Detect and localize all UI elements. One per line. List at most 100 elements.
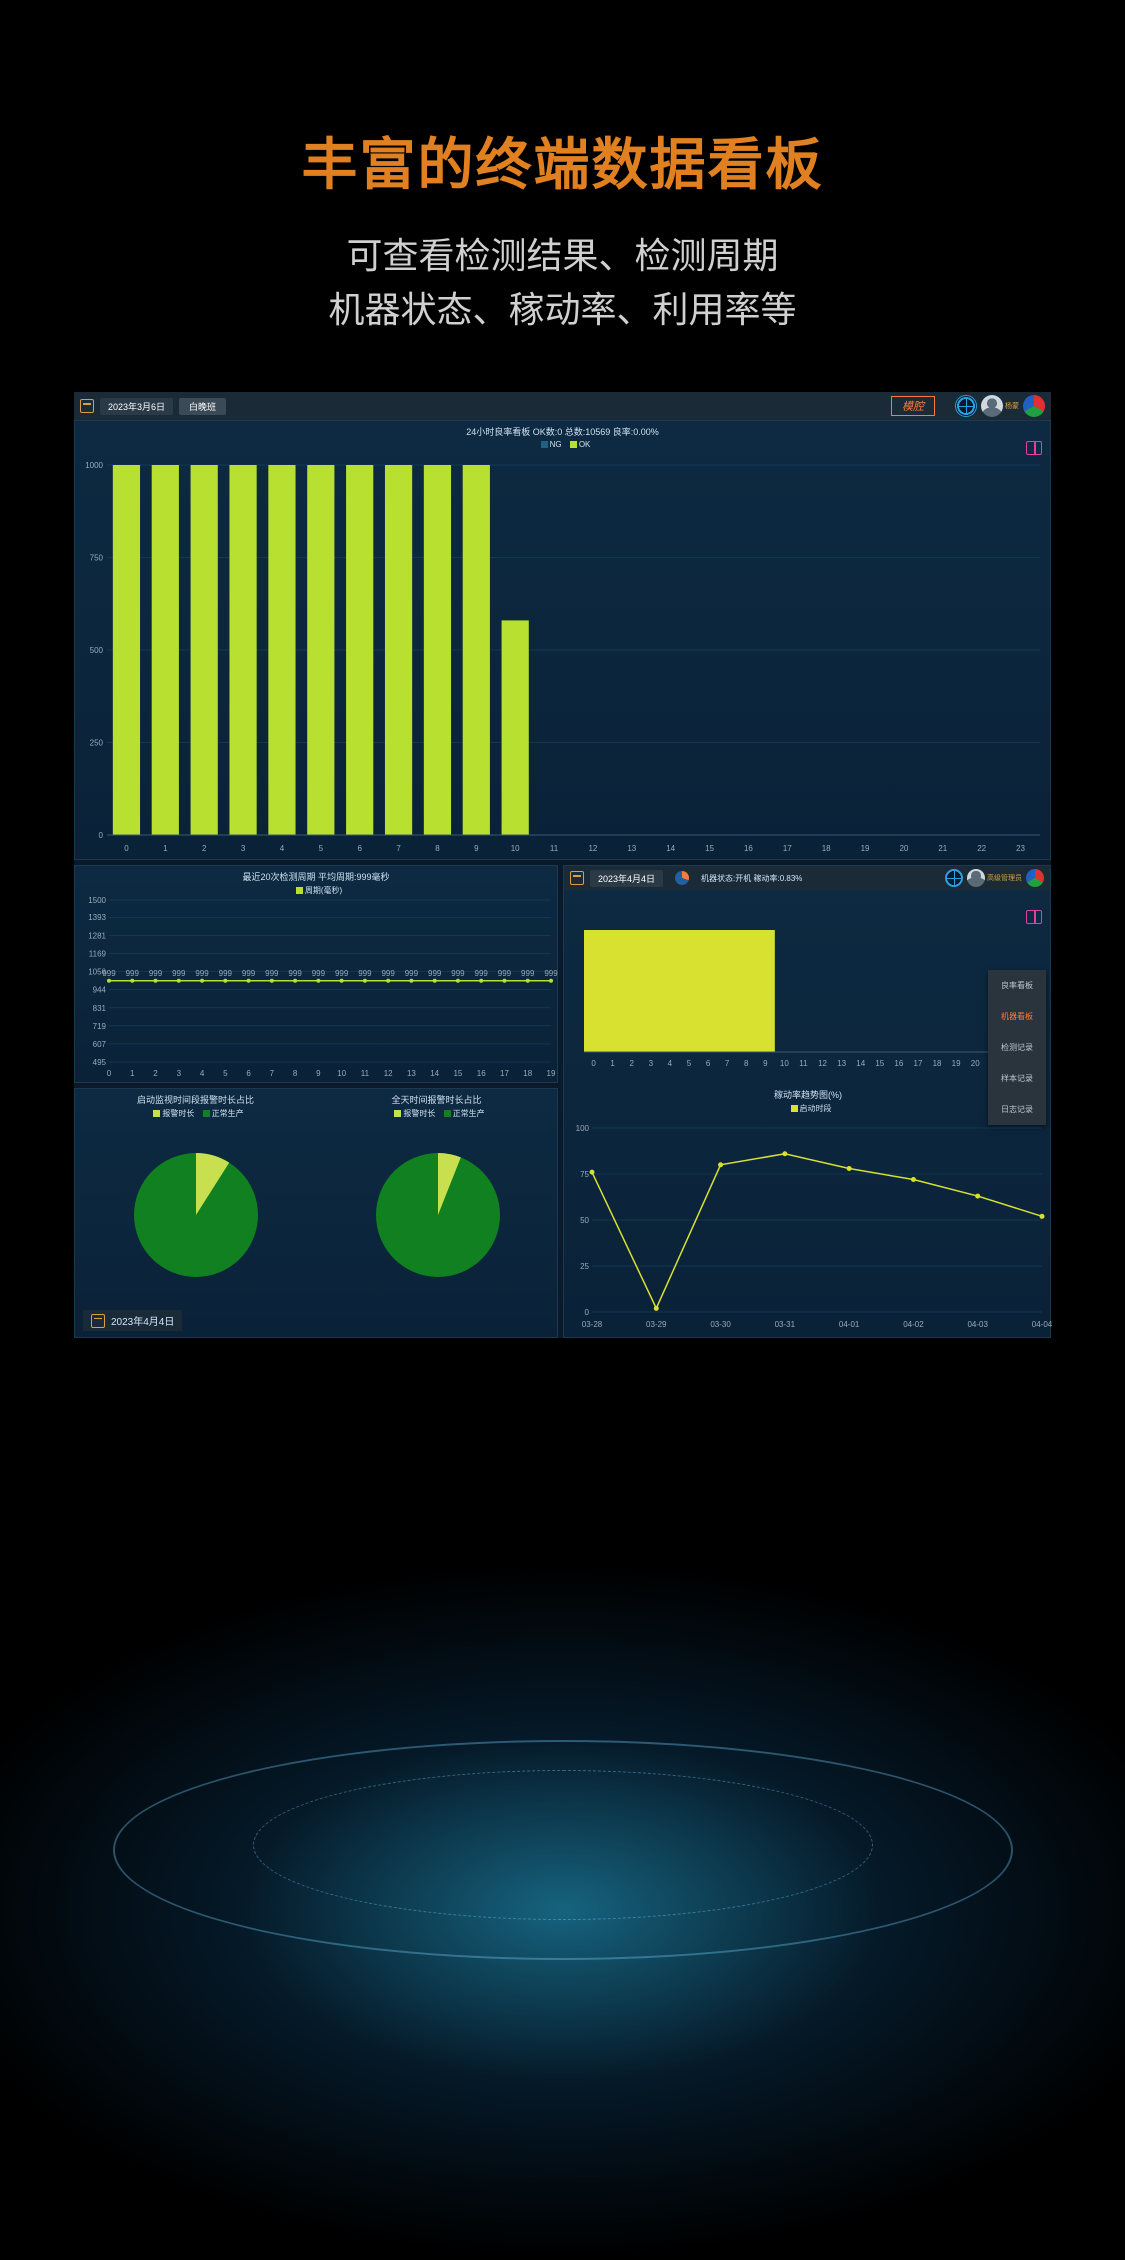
color-mode-icon[interactable] xyxy=(1023,395,1045,417)
svg-text:03-28: 03-28 xyxy=(582,1320,603,1329)
svg-text:3: 3 xyxy=(177,1069,182,1078)
svg-text:03-29: 03-29 xyxy=(646,1320,667,1329)
svg-text:1: 1 xyxy=(130,1069,135,1078)
svg-text:250: 250 xyxy=(90,739,104,748)
svg-text:12: 12 xyxy=(818,1059,827,1068)
svg-text:999: 999 xyxy=(172,969,186,978)
svg-text:3: 3 xyxy=(241,844,246,853)
svg-text:8: 8 xyxy=(435,844,440,853)
svg-text:999: 999 xyxy=(265,969,279,978)
svg-text:999: 999 xyxy=(219,969,233,978)
svg-text:999: 999 xyxy=(381,969,395,978)
footer-date[interactable]: 2023年4月4日 xyxy=(83,1310,182,1331)
svg-text:04-01: 04-01 xyxy=(839,1320,860,1329)
svg-text:999: 999 xyxy=(451,969,465,978)
svg-text:04-04: 04-04 xyxy=(1032,1320,1052,1329)
svg-text:17: 17 xyxy=(914,1059,923,1068)
area-chart-svg: 01234567891011121314151617181920212223 xyxy=(564,910,1052,1070)
hero-title: 丰富的终端数据看板 xyxy=(0,120,1125,201)
svg-text:9: 9 xyxy=(474,844,479,853)
footer-date-text: 2023年4月4日 xyxy=(111,1313,174,1328)
pie-right-title: 全天时间报警时长占比 xyxy=(316,1089,557,1108)
svg-text:19: 19 xyxy=(861,844,870,853)
globe-icon-2[interactable] xyxy=(945,869,963,887)
svg-text:4: 4 xyxy=(200,1069,205,1078)
bar-chart-svg: 0250500750100001234567891011121314151617… xyxy=(75,457,1052,857)
svg-text:13: 13 xyxy=(837,1059,846,1068)
machine-header: 2023年4月4日 机器状态:开机 稼动率:0.83% 高级管理员 xyxy=(564,866,1050,890)
svg-text:607: 607 xyxy=(93,1040,107,1049)
svg-text:1000: 1000 xyxy=(85,461,103,470)
svg-text:999: 999 xyxy=(544,969,558,978)
normal-swatch xyxy=(203,1110,210,1117)
pie-right-svg xyxy=(317,1125,559,1305)
svg-text:6: 6 xyxy=(706,1059,711,1068)
pie-left-svg xyxy=(75,1125,317,1305)
layout-widget-icon[interactable] xyxy=(1026,441,1042,455)
avatar-icon-2[interactable] xyxy=(967,869,985,887)
svg-text:1169: 1169 xyxy=(89,949,107,958)
trend-legend: 启动时段 xyxy=(564,1103,1052,1114)
side-menu-item[interactable]: 良率看板 xyxy=(988,970,1046,1001)
svg-text:18: 18 xyxy=(523,1069,532,1078)
cycle-line-legend: 周期(毫秒) xyxy=(75,885,557,896)
machine-date[interactable]: 2023年4月4日 xyxy=(590,870,663,887)
svg-text:25: 25 xyxy=(580,1262,589,1271)
calendar-icon[interactable] xyxy=(80,399,94,413)
normal-label2: 正常生产 xyxy=(453,1109,485,1118)
cycle-swatch xyxy=(296,887,303,894)
svg-text:999: 999 xyxy=(358,969,372,978)
svg-text:75: 75 xyxy=(580,1170,589,1179)
hero-subtitle: 可查看检测结果、检测周期 机器状态、稼动率、利用率等 xyxy=(0,229,1125,337)
svg-text:03-30: 03-30 xyxy=(710,1320,731,1329)
svg-text:999: 999 xyxy=(428,969,442,978)
shift-toggle[interactable]: 白晚班 xyxy=(179,398,226,415)
mode-tag[interactable]: 模腔 xyxy=(891,396,935,416)
svg-text:999: 999 xyxy=(312,969,326,978)
svg-text:495: 495 xyxy=(93,1058,107,1067)
svg-text:19: 19 xyxy=(952,1059,961,1068)
alarm-label2: 报警时长 xyxy=(403,1109,435,1118)
svg-text:8: 8 xyxy=(744,1059,749,1068)
svg-text:6: 6 xyxy=(246,1069,251,1078)
svg-text:17: 17 xyxy=(783,844,792,853)
svg-text:999: 999 xyxy=(102,969,116,978)
svg-text:100: 100 xyxy=(576,1124,590,1133)
svg-text:12: 12 xyxy=(588,844,597,853)
side-menu-item[interactable]: 机器看板 xyxy=(988,1001,1046,1032)
pie-left-title: 启动监视时间段报警时长占比 xyxy=(75,1089,316,1108)
svg-text:0: 0 xyxy=(124,844,129,853)
svg-text:15: 15 xyxy=(705,844,714,853)
bar-chart-legend: NG OK xyxy=(75,440,1050,449)
svg-text:5: 5 xyxy=(319,844,324,853)
pie-left-legend: 报警时长 正常生产 xyxy=(75,1108,316,1119)
pie-icon[interactable] xyxy=(675,871,689,885)
svg-text:999: 999 xyxy=(498,969,512,978)
svg-text:3: 3 xyxy=(649,1059,654,1068)
trend-chart-svg: 025507510003-2803-2903-3003-3104-0104-02… xyxy=(564,1122,1052,1332)
bg-ring-2 xyxy=(253,1770,873,1920)
cycle-legend-label: 周期(毫秒) xyxy=(305,886,342,895)
svg-text:18: 18 xyxy=(822,844,831,853)
machine-status: 机器状态:开机 稼动率:0.83% xyxy=(701,873,802,884)
date-picker[interactable]: 2023年3月6日 xyxy=(100,398,173,415)
svg-text:7: 7 xyxy=(396,844,401,853)
avatar-icon[interactable] xyxy=(981,395,1003,417)
calendar-icon-3[interactable] xyxy=(570,871,584,885)
side-menu-item[interactable]: 检测记录 xyxy=(988,1032,1046,1063)
user-label: 杨蒙 xyxy=(1005,401,1019,411)
svg-text:21: 21 xyxy=(938,844,947,853)
pie-panel: 启动监视时间段报警时长占比 报警时长 正常生产 全天时间报警时长占比 报警时长 … xyxy=(74,1088,558,1338)
globe-icon[interactable] xyxy=(955,395,977,417)
svg-text:944: 944 xyxy=(93,986,107,995)
svg-text:15: 15 xyxy=(453,1069,462,1078)
svg-text:750: 750 xyxy=(90,554,104,563)
cycle-line-svg: 4956077198319441056116912811393150099909… xyxy=(75,896,559,1080)
svg-text:16: 16 xyxy=(477,1069,486,1078)
svg-text:999: 999 xyxy=(405,969,419,978)
trend-swatch xyxy=(791,1105,798,1112)
color-mode-icon-2[interactable] xyxy=(1026,869,1044,887)
svg-text:04-03: 04-03 xyxy=(967,1320,988,1329)
svg-text:13: 13 xyxy=(627,844,636,853)
svg-text:11: 11 xyxy=(361,1069,370,1078)
